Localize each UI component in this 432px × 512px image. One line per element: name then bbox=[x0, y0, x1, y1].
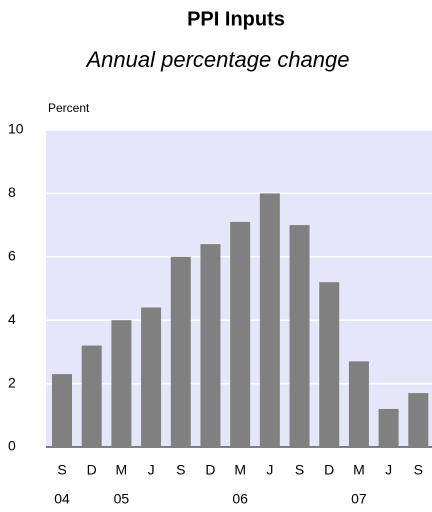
x-tick-label: J bbox=[148, 462, 155, 478]
x-tick-label: S bbox=[57, 462, 66, 478]
x-tick-label: S bbox=[414, 462, 423, 478]
bar bbox=[289, 225, 310, 447]
x-tick-label: D bbox=[87, 462, 97, 478]
x-year-label: 07 bbox=[351, 491, 367, 507]
y-tick-label: 0 bbox=[8, 438, 16, 454]
bar bbox=[200, 244, 221, 447]
x-tick-label: M bbox=[116, 462, 128, 478]
chart-title: PPI Inputs bbox=[187, 8, 285, 30]
x-tick-label: S bbox=[176, 462, 185, 478]
bar bbox=[111, 320, 132, 447]
y-tick-label: 2 bbox=[8, 374, 16, 390]
y-tick-label: 8 bbox=[8, 184, 16, 200]
x-tick-label: J bbox=[266, 462, 273, 478]
bar bbox=[141, 307, 162, 447]
x-tick-label: M bbox=[353, 462, 365, 478]
x-tick-label: S bbox=[295, 462, 304, 478]
y-tick-label: 4 bbox=[8, 311, 16, 327]
bar bbox=[52, 374, 72, 447]
x-year-label: 04 bbox=[54, 491, 70, 507]
bar bbox=[378, 408, 399, 447]
y-tick-label: 6 bbox=[8, 248, 16, 264]
x-tick-label: D bbox=[205, 462, 215, 478]
bar bbox=[259, 193, 280, 447]
bar bbox=[348, 361, 369, 447]
y-tick-label: 10 bbox=[8, 121, 24, 137]
x-tick-label: M bbox=[234, 462, 246, 478]
bar bbox=[81, 345, 102, 447]
x-tick-label: J bbox=[385, 462, 392, 478]
bar bbox=[408, 393, 429, 447]
x-tick-label: D bbox=[324, 462, 334, 478]
bar bbox=[230, 221, 251, 447]
bar bbox=[170, 256, 191, 447]
x-year-label: 05 bbox=[114, 491, 130, 507]
y-axis-label: Percent bbox=[48, 101, 90, 115]
x-year-label: 06 bbox=[232, 491, 248, 507]
bar bbox=[319, 282, 340, 447]
chart-subtitle: Annual percentage change bbox=[85, 47, 350, 72]
